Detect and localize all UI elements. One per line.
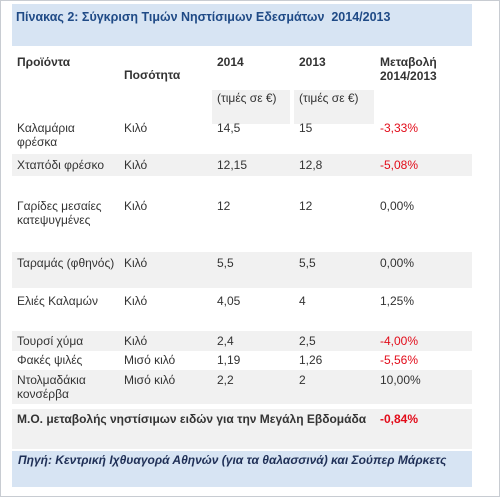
row-product: Τουρσί χύμα — [17, 334, 84, 348]
row-price-2013: 4 — [299, 294, 306, 308]
table-row: Καλαμάρια φρέσκα Κιλό 14,5 15 -3,33% — [12, 118, 472, 152]
header-change: Μεταβολή 2014/2013 — [380, 55, 437, 83]
row-price-2014: 2,2 — [217, 373, 234, 387]
table-row: Ταραμάς (φθηνός) Κιλό 5,5 5,5 0,00% — [12, 252, 472, 288]
title-bar: Πίνακας 2: Σύγκριση Τιμών Νηστίσιμων Εδε… — [12, 4, 472, 46]
row-price-2014: 1,19 — [217, 353, 241, 367]
row-change: -5,56% — [380, 353, 419, 367]
header-2013: 2013 — [299, 55, 326, 69]
row-price-2013: 12 — [299, 199, 313, 213]
row-price-2014: 5,5 — [217, 256, 234, 270]
header-row: Προϊόντα Ποσότητα 2014 2013 Μεταβολή 201… — [12, 51, 472, 126]
row-quantity: Κιλό — [124, 199, 148, 213]
price-note-shade-2013 — [294, 90, 374, 124]
row-price-2013: 2,5 — [299, 334, 316, 348]
row-quantity: Κιλό — [124, 334, 148, 348]
summary-value: -0,84% — [380, 412, 419, 426]
row-change: 0,00% — [380, 256, 415, 270]
price-note-2013: (τιμές σε €) — [299, 91, 359, 105]
row-product: Γαρίδες μεσαίες κατεψυγμένες — [17, 199, 102, 227]
table-title: Πίνακας 2: Σύγκριση Τιμών Νηστίσιμων Εδε… — [16, 10, 391, 24]
table-row: Ντολμαδάκια κονσέρβα Μισό κιλό 2,2 2 10,… — [12, 370, 472, 404]
row-price-2013: 2 — [299, 373, 306, 387]
source-note: Πηγή: Κεντρική Ιχθυαγορά Αθηνών (για τα … — [18, 453, 447, 467]
price-note-shade-2014 — [212, 90, 290, 124]
table-row: Χταπόδι φρέσκο Κιλό 12,15 12,8 -5,08% — [12, 154, 472, 176]
summary-label: Μ.Ο. μεταβολής νηστίσιμων ειδών για την … — [17, 412, 367, 426]
row-product: Ελιές Καλαμών — [17, 294, 98, 308]
row-price-2014: 12,15 — [217, 158, 248, 172]
row-change: 10,00% — [380, 373, 421, 387]
table-row: Φακές ψιλές Μισό κιλό 1,19 1,26 -5,56% — [12, 351, 472, 369]
row-quantity: Κιλό — [124, 121, 148, 135]
row-change: 1,25% — [380, 294, 415, 308]
row-change: -4,00% — [380, 334, 419, 348]
price-note-2014: (τιμές σε €) — [217, 91, 277, 105]
row-quantity: Κιλό — [124, 256, 148, 270]
row-change: 0,00% — [380, 199, 415, 213]
table-row: Τουρσί χύμα Κιλό 2,4 2,5 -4,00% — [12, 331, 472, 351]
table-row: Ελιές Καλαμών Κιλό 4,05 4 1,25% — [12, 292, 472, 314]
row-quantity: Μισό κιλό — [124, 353, 176, 367]
row-price-2014: 4,05 — [217, 294, 241, 308]
source-bar: Πηγή: Κεντρική Ιχθυαγορά Αθηνών (για τα … — [12, 451, 472, 487]
row-change: -5,08% — [380, 158, 419, 172]
header-quantity: Ποσότητα — [124, 68, 181, 82]
summary-row: Μ.Ο. μεταβολής νηστίσιμων ειδών για την … — [12, 409, 472, 449]
row-quantity: Κιλό — [124, 294, 148, 308]
row-price-2013: 15 — [299, 121, 313, 135]
row-price-2013: 12,8 — [299, 158, 323, 172]
table-row: Γαρίδες μεσαίες κατεψυγμένες Κιλό 12 12 … — [12, 195, 472, 235]
row-product: Ντολμαδάκια κονσέρβα — [17, 373, 86, 401]
row-product: Χταπόδι φρέσκο — [17, 158, 105, 172]
row-product: Καλαμάρια φρέσκα — [17, 121, 75, 149]
row-product: Ταραμάς (φθηνός) — [17, 256, 115, 270]
row-quantity: Μισό κιλό — [124, 373, 176, 387]
row-price-2014: 14,5 — [217, 121, 241, 135]
row-price-2014: 12 — [217, 199, 231, 213]
row-price-2014: 2,4 — [217, 334, 234, 348]
row-change: -3,33% — [380, 121, 419, 135]
header-product: Προϊόντα — [17, 55, 71, 69]
row-quantity: Κιλό — [124, 158, 148, 172]
row-price-2013: 1,26 — [299, 353, 323, 367]
header-2014: 2014 — [217, 55, 244, 69]
row-product: Φακές ψιλές — [17, 353, 83, 367]
row-price-2013: 5,5 — [299, 256, 316, 270]
